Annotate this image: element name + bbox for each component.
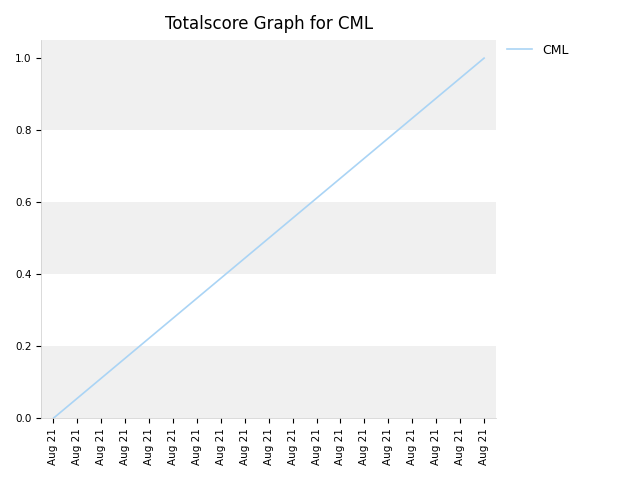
Title: Totalscore Graph for CML: Totalscore Graph for CML	[164, 15, 372, 33]
Bar	[41, 58, 496, 130]
Bar	[41, 274, 496, 347]
CML	[313, 195, 321, 201]
CML	[74, 396, 81, 401]
CML	[145, 336, 153, 341]
Bar	[41, 202, 496, 274]
CML	[241, 255, 248, 261]
CML	[337, 175, 344, 181]
CML	[265, 235, 273, 241]
CML	[480, 55, 488, 61]
CML	[385, 135, 392, 141]
CML	[360, 156, 368, 161]
CML	[433, 95, 440, 101]
CML	[456, 75, 464, 81]
Legend: CML: CML	[502, 39, 574, 62]
Bar	[41, 130, 496, 202]
CML	[49, 416, 57, 421]
CML	[97, 375, 105, 381]
CML	[408, 115, 416, 121]
CML	[289, 216, 296, 221]
Bar	[41, 347, 496, 419]
CML	[193, 295, 201, 301]
CML	[217, 276, 225, 281]
Line: CML: CML	[53, 58, 484, 419]
CML	[169, 315, 177, 321]
CML	[121, 356, 129, 361]
